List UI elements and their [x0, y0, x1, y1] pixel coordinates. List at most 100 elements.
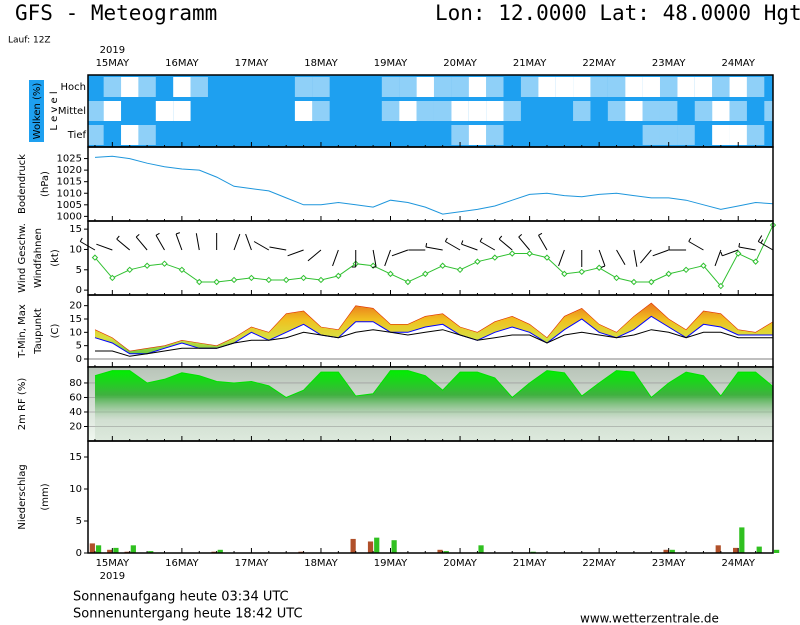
title: GFS - Meteogramm [15, 1, 217, 25]
wind-point [717, 282, 725, 290]
cloud-cell [330, 101, 347, 121]
wind-barb [633, 249, 638, 267]
wind-barb [116, 235, 131, 251]
cloud-cell [607, 101, 626, 121]
cloud-cell [659, 77, 678, 97]
panel-frame [87, 146, 774, 222]
y-tick-label: 15 [69, 452, 82, 463]
cloud-cell [364, 77, 381, 97]
y-sublabel: L e v e l [49, 91, 60, 130]
cloud-cell [381, 77, 400, 97]
precip-bar [391, 540, 397, 553]
wind-barb [668, 246, 687, 251]
cloud-cell [138, 101, 155, 121]
cloud-cell [243, 101, 260, 121]
y-tick-label: 5 [76, 265, 82, 276]
temp-line [95, 329, 773, 357]
y-tick-label: 5 [76, 341, 82, 352]
cloud-cell [486, 77, 504, 97]
wind-point [300, 274, 307, 282]
cloud-cell [399, 77, 417, 97]
wind-point [526, 250, 533, 257]
x-tick-label: 17MAY [235, 558, 269, 569]
cloud-cell [156, 125, 173, 145]
cloud-cell [208, 77, 225, 97]
wind-point [248, 274, 255, 282]
cloud-cell [243, 77, 260, 97]
cloud-cell [607, 77, 626, 97]
wind-point [404, 278, 412, 286]
wind-point [630, 278, 638, 286]
y-label: Niederschlag [17, 464, 28, 529]
wind-point [387, 270, 394, 278]
run: Lauf: 12Z [8, 36, 51, 46]
cloud-cell [88, 125, 104, 145]
cloud-cell [88, 101, 104, 121]
cloud-cell [173, 77, 191, 97]
cloud-cell [504, 77, 521, 97]
y-unit: (mm) [40, 483, 51, 510]
cloud-cell [695, 125, 712, 145]
wind-point [143, 262, 151, 269]
cloud-cell [625, 101, 643, 121]
cloud-cell [330, 77, 347, 97]
cloud-cell [764, 125, 773, 145]
cloud-cell [590, 101, 607, 121]
wind-barb [652, 249, 669, 257]
cloud-cell [503, 101, 521, 121]
wind-barb [307, 249, 322, 262]
wind-point [178, 266, 186, 273]
y-tick-label: 0 [76, 354, 82, 365]
x-tick-label: 22MAY [582, 558, 616, 569]
cloud-cell [468, 77, 487, 97]
cloud-cell [677, 77, 695, 97]
x-tick-label: 18MAY [304, 58, 338, 69]
wind-point [282, 276, 290, 284]
cloud-cell [88, 77, 104, 97]
wind-point [335, 272, 342, 280]
cloud-cell [764, 77, 773, 97]
cloud-cell [121, 77, 139, 97]
cloud-cell [729, 77, 747, 97]
cloud-cell [556, 125, 573, 145]
cloud-cell [278, 101, 295, 121]
x-tick-label: 23MAY [652, 58, 686, 69]
cloud-cell [659, 125, 678, 145]
cloud-cell [173, 101, 191, 121]
level-label: Mittel [58, 106, 86, 117]
wind-barb [253, 241, 270, 251]
wind-barb [720, 249, 739, 257]
cloud-cell [694, 77, 713, 97]
wind-point [700, 262, 707, 269]
cloud-cell [642, 125, 660, 145]
cloud-cell [278, 77, 295, 97]
cloud-cell [347, 77, 364, 97]
cloud-cell [295, 125, 312, 145]
wind-barb [757, 235, 774, 251]
y-tick-label: 15 [69, 314, 82, 325]
cloud-cell [138, 125, 156, 145]
cloud-cell [294, 101, 313, 121]
cloud-cell [278, 125, 295, 145]
y-tick-label: 10 [69, 327, 82, 338]
precip-bar [437, 549, 443, 553]
wind-barb [233, 233, 241, 251]
wind-point [422, 270, 429, 278]
wind-point [682, 266, 690, 273]
wind-barb [639, 249, 652, 264]
wind-point [230, 276, 238, 284]
precip-bar [367, 541, 374, 553]
sunrise: Sonnenaufgang heute 03:34 UTC [73, 590, 289, 605]
wind-barb [195, 233, 200, 251]
cloud-cell [538, 101, 555, 121]
precip-bar [148, 551, 154, 553]
wind-point [456, 266, 464, 273]
cloud-cell [433, 77, 452, 97]
wind-barb [460, 240, 478, 251]
wind-point [491, 254, 499, 261]
y-tick-label: 20 [69, 421, 82, 432]
rh-line [94, 370, 774, 399]
y-tick-label: 60 [69, 392, 82, 403]
wind-barb [372, 249, 377, 268]
x-tick-label: 15MAY [96, 558, 130, 569]
